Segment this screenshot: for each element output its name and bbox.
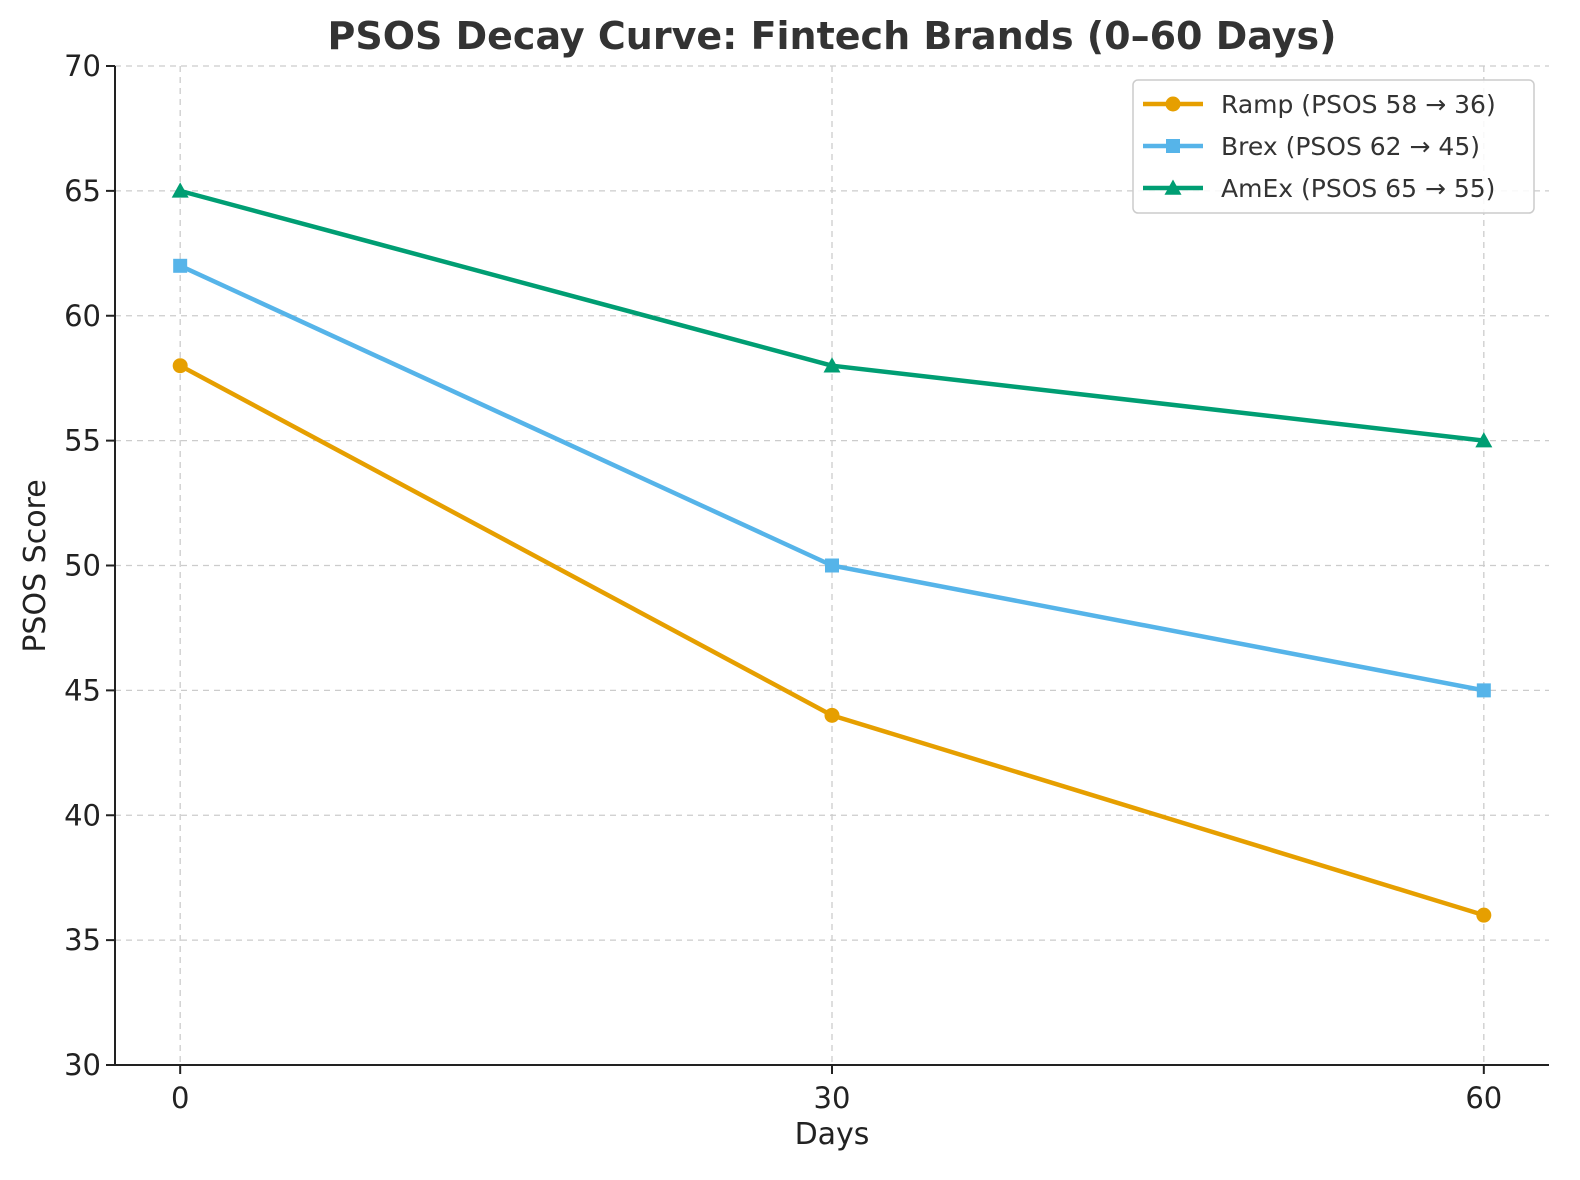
series-2 — [171, 182, 1493, 448]
legend-box — [1132, 79, 1535, 214]
legend-item: Brex (PSOS 62 → 45) — [1143, 132, 1480, 161]
data-point — [171, 182, 189, 198]
x-axis-label: Days — [795, 1117, 870, 1152]
y-axis-label: PSOS Score — [18, 479, 53, 652]
ticks: 30 35 40 45 50 55 60 65 70 0 30 60 — [64, 49, 1502, 1115]
y-tick-label: 60 — [64, 299, 101, 333]
legend-marker — [1164, 179, 1182, 195]
y-tick-label: 50 — [64, 549, 101, 583]
legend-marker — [1166, 139, 1180, 153]
chart-title: PSOS Decay Curve: Fintech Brands (0–60 D… — [327, 14, 1336, 58]
x-tick-label: 30 — [814, 1081, 851, 1115]
data-point — [173, 258, 188, 273]
data-point — [825, 558, 839, 573]
legend-label: Ramp (PSOS 58 → 36) — [1221, 90, 1496, 119]
data-point — [1475, 432, 1493, 448]
y-tick-label: 45 — [64, 673, 101, 707]
series-1 — [173, 258, 1491, 698]
y-tick-label: 65 — [64, 174, 101, 208]
series-0 — [172, 358, 1492, 923]
legend-item: AmEx (PSOS 65 → 55) — [1143, 174, 1495, 203]
y-tick-label: 40 — [64, 798, 101, 832]
x-tick-label: 0 — [171, 1081, 189, 1115]
legend-label: AmEx (PSOS 65 → 55) — [1221, 174, 1495, 203]
legend: Ramp (PSOS 58 → 36) Brex (PSOS 62 → 45) Am… — [1132, 79, 1535, 214]
legend-item: Ramp (PSOS 58 → 36) — [1143, 90, 1496, 119]
y-tick-label: 35 — [64, 923, 101, 957]
series — [171, 182, 1493, 923]
data-point — [824, 707, 840, 723]
y-tick-label: 70 — [64, 49, 101, 83]
legend-label: Brex (PSOS 62 → 45) — [1221, 132, 1480, 161]
y-tick-label: 55 — [64, 424, 101, 458]
data-point — [823, 357, 841, 373]
data-point — [1476, 683, 1491, 698]
x-tick-label: 60 — [1465, 1081, 1502, 1115]
data-point — [172, 358, 188, 374]
legend-marker — [1165, 96, 1181, 112]
data-point — [1476, 907, 1492, 923]
y-tick-label: 30 — [64, 1048, 101, 1082]
